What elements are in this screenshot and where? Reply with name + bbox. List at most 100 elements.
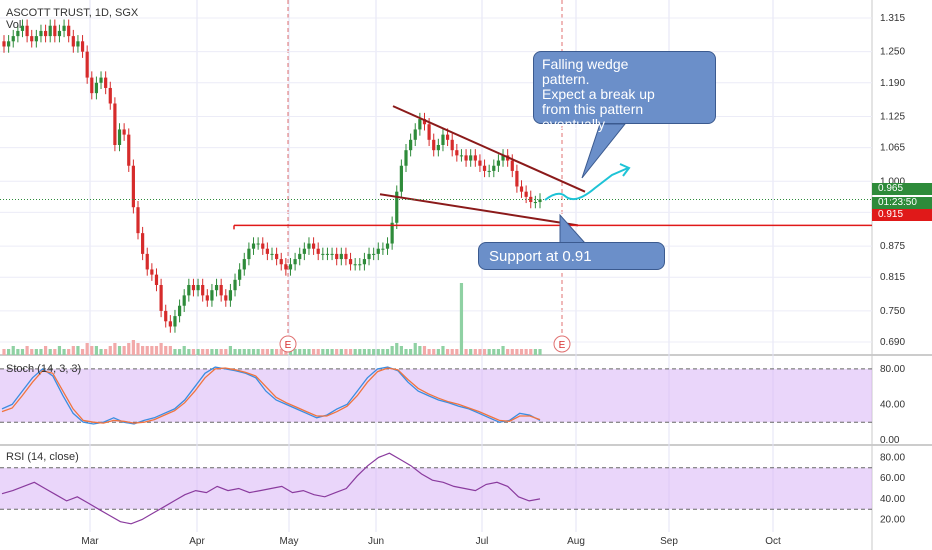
volume-bar bbox=[94, 346, 99, 355]
volume-bar bbox=[302, 349, 306, 355]
candle-body bbox=[450, 139, 454, 151]
candle-body bbox=[515, 170, 519, 187]
volume-bar bbox=[76, 346, 80, 355]
candle-body bbox=[224, 295, 228, 301]
wedge-callout-pointer bbox=[581, 123, 627, 179]
candle-body bbox=[247, 248, 251, 260]
candle-body bbox=[57, 30, 62, 37]
candle-body bbox=[122, 129, 126, 135]
volume-bar bbox=[251, 349, 256, 355]
symbol-title: ASCOTT TRUST, 1D, SGX bbox=[6, 7, 139, 19]
volume-bar bbox=[372, 349, 376, 355]
y-tick-label: 1.065 bbox=[880, 143, 905, 154]
candle-body bbox=[251, 243, 256, 249]
volume-bar bbox=[136, 343, 140, 355]
earnings-marker-label: E bbox=[285, 340, 292, 351]
candle-body bbox=[404, 150, 408, 166]
candle-body bbox=[219, 285, 223, 296]
volume-bar bbox=[450, 349, 454, 355]
volume-bar bbox=[150, 346, 154, 355]
candle-body bbox=[30, 36, 34, 42]
volume-bar bbox=[34, 349, 38, 355]
stoch-title: Stoch (14, 3, 3) bbox=[6, 363, 82, 375]
candle-body bbox=[131, 165, 135, 208]
volume-bars bbox=[2, 283, 542, 355]
wedge-callout-line: eventually bbox=[542, 116, 606, 132]
candle-body bbox=[113, 103, 117, 145]
candle-body bbox=[510, 160, 514, 171]
volume-bar bbox=[533, 349, 537, 355]
candle-body bbox=[445, 134, 450, 140]
volume-bar bbox=[205, 349, 209, 355]
y-tick-label: 40.00 bbox=[880, 399, 905, 410]
volume-bar bbox=[219, 349, 223, 355]
candle-body bbox=[372, 253, 376, 255]
candle-body bbox=[330, 253, 334, 255]
volume-bar bbox=[270, 349, 274, 355]
candle-body bbox=[214, 285, 219, 291]
volume-bar bbox=[11, 346, 15, 355]
volume-bar bbox=[422, 346, 427, 355]
candle-body bbox=[496, 160, 501, 166]
candle-body bbox=[168, 321, 172, 327]
volume-bar bbox=[510, 349, 514, 355]
x-tick-label: Mar bbox=[81, 536, 99, 547]
volume-bar bbox=[210, 349, 214, 355]
volume-bar bbox=[104, 349, 108, 355]
volume-bar bbox=[90, 346, 94, 355]
candle-body bbox=[385, 243, 390, 249]
candle-body bbox=[67, 25, 71, 37]
candle-body bbox=[288, 264, 293, 270]
volume-bar bbox=[381, 349, 385, 355]
indicator-line bbox=[1, 367, 541, 424]
volume-bar bbox=[376, 349, 380, 355]
candle-body bbox=[524, 191, 528, 197]
candle-body bbox=[108, 87, 112, 104]
candle-body bbox=[307, 243, 311, 249]
indicator-line bbox=[1, 366, 541, 425]
candle-body bbox=[48, 25, 52, 37]
volume-bar bbox=[358, 349, 362, 355]
volume-bar bbox=[469, 349, 473, 355]
volume-bar bbox=[177, 349, 182, 355]
candle-body bbox=[353, 264, 357, 266]
volume-bar bbox=[233, 349, 237, 355]
candle-body bbox=[473, 155, 477, 161]
volume-bar bbox=[348, 349, 353, 355]
volume-bar bbox=[459, 283, 464, 355]
candle-body bbox=[469, 155, 473, 161]
candle-body bbox=[348, 259, 353, 265]
volume-bar bbox=[321, 349, 325, 355]
volume-bar bbox=[344, 349, 348, 355]
candle-body bbox=[432, 139, 436, 151]
x-tick-label: Oct bbox=[765, 536, 781, 547]
candle-body bbox=[117, 129, 122, 145]
candle-body bbox=[99, 77, 103, 83]
volume-bar bbox=[367, 349, 371, 355]
candle-body bbox=[344, 253, 348, 260]
candle-body bbox=[242, 259, 246, 270]
y-tick-label: 1.190 bbox=[880, 78, 905, 89]
candle-body bbox=[16, 30, 20, 37]
volume-bar bbox=[127, 343, 131, 355]
wedge-callout-line: pattern. bbox=[542, 71, 590, 87]
candle-body bbox=[270, 253, 274, 255]
candle-body bbox=[316, 248, 320, 254]
candle-body bbox=[459, 155, 464, 157]
earnings-marker bbox=[553, 335, 571, 353]
volume-bar bbox=[108, 346, 112, 355]
y-tick-label: 0.815 bbox=[880, 272, 905, 283]
y-tick-label: 1.250 bbox=[880, 47, 905, 58]
candle-body bbox=[228, 290, 233, 301]
volume-bar bbox=[43, 346, 48, 355]
volume-bar bbox=[307, 349, 311, 355]
volume-bar bbox=[247, 349, 251, 355]
volume-bar bbox=[57, 346, 62, 355]
volume-bar bbox=[464, 349, 468, 355]
indicator-line bbox=[1, 452, 541, 525]
candle-body bbox=[358, 264, 362, 266]
volume-bar bbox=[335, 349, 339, 355]
candle-body bbox=[43, 30, 48, 37]
candle-body bbox=[279, 259, 283, 265]
y-tick-label: 0.875 bbox=[880, 241, 905, 252]
